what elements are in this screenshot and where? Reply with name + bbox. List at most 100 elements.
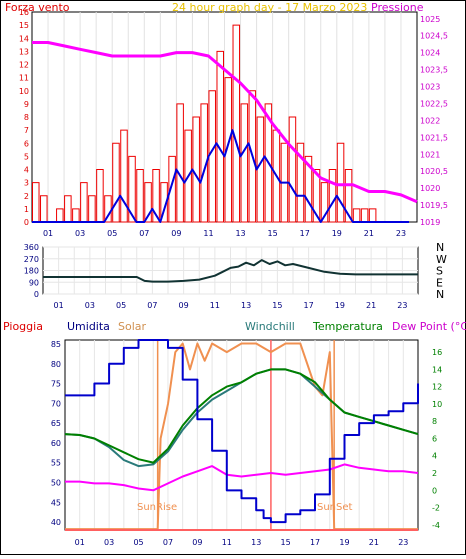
top-right-tick-label: 1019 [420, 218, 440, 227]
legend-dewpoint: Dew Point (°C) [392, 320, 466, 333]
top-x-tick-label: 05 [107, 229, 117, 238]
legend-pioggia: Pioggia [3, 320, 43, 333]
dir-x-tick-label: 09 [179, 301, 189, 310]
dir-x-tick-label: 01 [54, 301, 64, 310]
top-left-tick-label: 16 [19, 8, 29, 17]
top-x-tick-label: 15 [268, 229, 278, 238]
bottom-right-ticks: -4 -2 0 2 4 6 8 10 12 14 16 [432, 348, 442, 530]
top-x-tick-label: 21 [364, 229, 374, 238]
bottom-right-tick-label: 8 [432, 417, 437, 426]
top-x-tick-label: 17 [300, 229, 310, 238]
wind-gust-bar [320, 182, 329, 223]
wind-gust-bar [264, 103, 273, 223]
dewpoint-line [65, 463, 419, 492]
wind-gust-bar [224, 77, 233, 223]
dir-x-tick-label: 17 [304, 301, 314, 310]
bottom-x-tick-label: 09 [192, 538, 202, 547]
wind-gust-bar [296, 142, 305, 223]
bottom-right-tick-label: 12 [432, 383, 442, 392]
wind-gust-bar [288, 116, 297, 223]
dir-y-tick-label: 90 [29, 278, 39, 287]
top-left-tick-label: 13 [19, 47, 29, 56]
bottom-x-tick-label: 03 [104, 538, 114, 547]
wind-gust-bar [144, 182, 152, 223]
top-x-tick-label: 13 [235, 229, 245, 238]
top-left-tick-label: 0 [24, 218, 29, 227]
dir-x-tick-label: 19 [335, 301, 345, 310]
top-series [32, 24, 418, 223]
bottom-x-tick-label: 19 [339, 538, 349, 547]
wind-gust-bar [120, 129, 128, 223]
wind-gust-bar [240, 103, 249, 223]
bottom-left-tick-label: 65 [51, 419, 61, 428]
wind-gust-bar [184, 129, 192, 223]
bottom-right-tick-label: -4 [432, 521, 440, 530]
dir-y-tick-label: 180 [24, 267, 39, 276]
dir-y-tick-label: 270 [24, 255, 39, 264]
dir-x-tick-label: 11 [210, 301, 220, 310]
dir-x-tick-label: 07 [147, 301, 157, 310]
top-left-tick-label: 2 [24, 192, 29, 201]
top-left-tick-label: 1 [24, 205, 29, 214]
legend-umidita: Umidita [67, 320, 110, 333]
dir-y-ticks: 0 90 180 270 360 [24, 243, 39, 299]
bottom-x-ticks: 01 03 05 07 09 11 13 15 17 19 21 23 [75, 538, 409, 547]
top-x-tick-label: 19 [332, 229, 342, 238]
bottom-right-tick-label: -2 [432, 504, 440, 513]
dir-x-ticks: 01 03 05 07 09 11 13 15 17 19 21 23 [54, 301, 408, 310]
top-right-tick-label: 1022 [420, 116, 440, 125]
bottom-left-tick-label: 80 [51, 360, 61, 369]
bottom-x-tick-label: 17 [310, 538, 320, 547]
climate-panel: Pioggia Umidita Solar Windchill Temperat… [3, 320, 466, 547]
compass-label: E [436, 276, 443, 289]
dir-y-tick-label: 360 [24, 243, 39, 252]
legend-windchill: Windchill [245, 320, 295, 333]
wind-gust-bar [152, 169, 160, 223]
dir-x-tick-label: 23 [397, 301, 407, 310]
top-right-tick-label: 1024,5 [420, 32, 448, 41]
dir-grid [43, 246, 418, 295]
top-x-tick-label: 03 [75, 229, 85, 238]
top-left-tick-label: 12 [19, 61, 29, 70]
sunrise-label: SunRise [137, 502, 177, 513]
top-right-tick-label: 1025 [420, 15, 440, 24]
top-right-tick-label: 1024 [420, 49, 440, 58]
bottom-x-tick-label: 11 [222, 538, 232, 547]
bottom-x-tick-label: 23 [398, 538, 408, 547]
solar-line [65, 342, 418, 531]
bottom-left-tick-label: 45 [51, 498, 61, 507]
top-right-tick-label: 1023 [420, 83, 440, 92]
compass-label: W [436, 253, 447, 266]
top-x-ticks: 01 03 05 07 09 11 13 15 17 19 21 23 [43, 229, 406, 238]
bottom-right-tick-label: 6 [432, 434, 437, 443]
bottom-left-ticks: 40 45 50 55 60 65 70 75 80 85 [51, 340, 61, 527]
bottom-right-tick-label: 10 [432, 400, 442, 409]
wind-gust-bar [232, 24, 241, 223]
wind-gust-bar [128, 155, 136, 223]
wind-gust-bar [248, 90, 257, 223]
top-left-tick-label: 4 [24, 166, 29, 175]
top-x-tick-label: 01 [43, 229, 53, 238]
dir-x-tick-label: 03 [85, 301, 95, 310]
bottom-x-tick-label: 13 [251, 538, 261, 547]
wind-gust-bar [344, 169, 353, 223]
bottom-left-tick-label: 75 [51, 380, 61, 389]
compass-label: S [436, 265, 443, 278]
bottom-x-tick-label: 15 [281, 538, 291, 547]
bottom-left-tick-label: 55 [51, 459, 61, 468]
top-x-tick-label: 07 [139, 229, 149, 238]
bottom-left-tick-label: 60 [51, 439, 61, 448]
top-right-tick-label: 1021,5 [420, 133, 448, 142]
top-left-tick-label: 11 [19, 74, 29, 83]
top-left-tick-label: 6 [24, 139, 29, 148]
bottom-right-tick-label: 4 [432, 452, 437, 461]
top-right-tick-label: 1020 [420, 184, 440, 193]
pressure-axis-label: Pressione [371, 1, 424, 14]
dir-x-tick-label: 13 [241, 301, 251, 310]
bottom-x-tick-label: 05 [133, 538, 143, 547]
bottom-right-tick-label: 0 [432, 486, 437, 495]
temperature-line [64, 368, 419, 464]
